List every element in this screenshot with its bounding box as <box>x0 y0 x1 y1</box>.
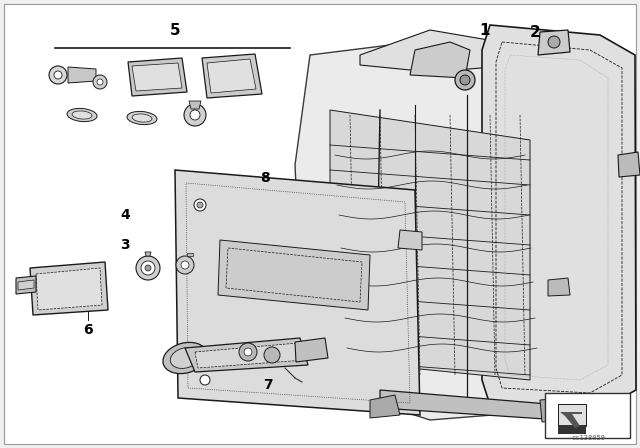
Bar <box>558 404 586 426</box>
Text: 6: 6 <box>83 323 93 337</box>
Text: 4: 4 <box>120 208 130 222</box>
Text: 2: 2 <box>530 25 540 39</box>
Text: 5: 5 <box>170 22 180 38</box>
Circle shape <box>141 261 155 275</box>
Ellipse shape <box>67 108 97 121</box>
Circle shape <box>181 261 189 269</box>
Ellipse shape <box>132 114 152 122</box>
Circle shape <box>176 256 194 274</box>
Polygon shape <box>185 338 308 372</box>
Circle shape <box>93 75 107 89</box>
Ellipse shape <box>163 342 207 374</box>
Circle shape <box>54 71 62 79</box>
Polygon shape <box>175 170 420 415</box>
Text: 1: 1 <box>480 22 490 38</box>
Polygon shape <box>330 110 530 380</box>
Polygon shape <box>36 268 102 310</box>
Text: cc138059: cc138059 <box>571 435 605 441</box>
Polygon shape <box>187 253 193 256</box>
Polygon shape <box>189 101 201 109</box>
Polygon shape <box>380 390 560 420</box>
Polygon shape <box>18 280 34 290</box>
Polygon shape <box>195 343 305 368</box>
Polygon shape <box>202 54 262 98</box>
Polygon shape <box>548 278 570 296</box>
Text: 8: 8 <box>260 171 270 185</box>
Circle shape <box>49 66 67 84</box>
Bar <box>545 393 630 438</box>
Circle shape <box>264 347 280 363</box>
Polygon shape <box>295 338 328 362</box>
Polygon shape <box>207 59 256 93</box>
Polygon shape <box>145 252 151 256</box>
Circle shape <box>97 79 103 85</box>
Polygon shape <box>370 395 400 418</box>
Polygon shape <box>128 58 187 96</box>
Ellipse shape <box>127 112 157 125</box>
Polygon shape <box>618 152 640 177</box>
Polygon shape <box>360 30 520 72</box>
Circle shape <box>145 265 151 271</box>
Polygon shape <box>68 67 96 83</box>
Bar <box>558 425 586 434</box>
Ellipse shape <box>170 348 200 368</box>
Polygon shape <box>560 412 582 428</box>
Polygon shape <box>30 262 108 315</box>
Polygon shape <box>482 25 636 410</box>
Circle shape <box>239 343 257 361</box>
Polygon shape <box>410 42 470 78</box>
Polygon shape <box>538 30 570 55</box>
Circle shape <box>190 110 200 120</box>
Circle shape <box>184 104 206 126</box>
Polygon shape <box>540 398 568 422</box>
Circle shape <box>136 256 160 280</box>
Polygon shape <box>398 230 422 250</box>
Polygon shape <box>132 63 182 91</box>
Text: 3: 3 <box>120 238 130 252</box>
Circle shape <box>200 375 210 385</box>
Polygon shape <box>16 276 36 294</box>
Circle shape <box>194 199 206 211</box>
Ellipse shape <box>72 111 92 119</box>
Circle shape <box>460 75 470 85</box>
Polygon shape <box>295 40 580 420</box>
Circle shape <box>548 36 560 48</box>
Polygon shape <box>218 240 370 310</box>
Circle shape <box>455 70 475 90</box>
Circle shape <box>244 348 252 356</box>
Circle shape <box>197 202 203 208</box>
Text: 7: 7 <box>263 378 273 392</box>
